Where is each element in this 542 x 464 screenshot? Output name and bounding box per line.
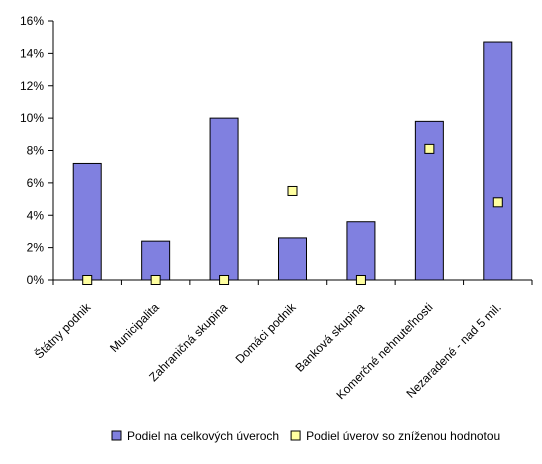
x-tick-label: Banková skupina	[293, 300, 368, 375]
marker	[150, 275, 161, 285]
bar	[72, 162, 102, 281]
x-tick-label: Municipalita	[107, 300, 162, 355]
marker	[287, 185, 298, 196]
marker	[424, 143, 435, 154]
legend-swatch-marker	[290, 430, 301, 441]
y-tick-label: 2%	[27, 241, 45, 255]
bars	[72, 41, 513, 281]
x-tick-label: Domáci podnik	[233, 300, 300, 367]
bar	[141, 240, 171, 281]
y-tick-label: 16%	[20, 14, 44, 28]
bar	[209, 117, 239, 281]
legend-swatch-bar	[111, 430, 122, 441]
markers	[82, 143, 503, 285]
y-tick-label: 10%	[20, 111, 44, 125]
bar	[278, 237, 307, 281]
bar	[346, 221, 376, 281]
marker	[492, 197, 503, 208]
axes: 0% 2% 4% 6% 8% 10% 12% 14% 16%	[20, 14, 533, 287]
y-tick-label: 12%	[20, 79, 44, 93]
legend: Podiel na celkových úveroch Podiel úverov…	[111, 429, 500, 443]
legend-label: Podiel úverov so zníženou hodnotou	[306, 429, 500, 443]
y-tick-label: 6%	[27, 176, 45, 190]
y-tick-label: 14%	[20, 46, 44, 60]
marker	[219, 275, 230, 285]
marker	[82, 275, 93, 285]
bar	[483, 41, 513, 281]
x-tick-label: Štátny podnik	[31, 299, 94, 362]
y-tick-label: 4%	[27, 208, 45, 222]
legend-label: Podiel na celkových úveroch	[127, 429, 279, 443]
marker	[355, 275, 366, 285]
y-tick-label: 0%	[27, 273, 45, 287]
y-tick-label: 8%	[27, 144, 45, 158]
